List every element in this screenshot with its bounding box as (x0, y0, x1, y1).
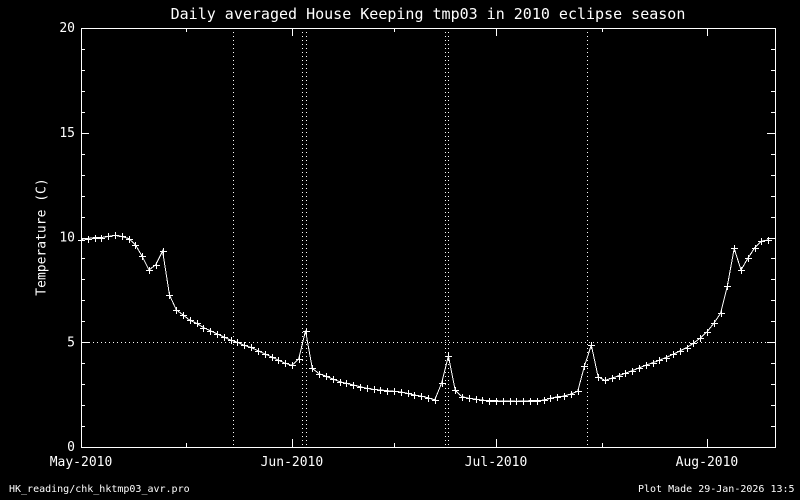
plot-made-timestamp: Plot Made 29-Jan-2026 13:5 (638, 484, 795, 495)
x-tick-label: Aug-2010 (676, 455, 739, 470)
chart-title: Daily averaged House Keeping tmp03 in 20… (170, 5, 686, 23)
y-tick-label: 20 (59, 21, 75, 36)
y-tick-label: 0 (67, 440, 75, 455)
source-path-label: HK_reading/chk_hktmp03_avr.pro (9, 484, 190, 495)
x-tick-label: Jun-2010 (261, 455, 324, 470)
y-axis-title: Temperature (C) (34, 178, 50, 296)
x-tick-label: Jul-2010 (465, 455, 528, 470)
y-tick-label: 5 (67, 335, 75, 350)
y-tick-label: 15 (59, 126, 75, 141)
axis-border (81, 28, 776, 448)
data-line (80, 234, 769, 402)
x-tick-label: May-2010 (50, 455, 113, 470)
data-point-plus-markers (78, 232, 772, 405)
y-tick-label: 10 (59, 231, 75, 246)
